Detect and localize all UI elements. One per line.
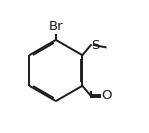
Text: Br: Br — [49, 20, 63, 33]
Text: O: O — [101, 90, 111, 102]
Text: S: S — [92, 39, 100, 51]
